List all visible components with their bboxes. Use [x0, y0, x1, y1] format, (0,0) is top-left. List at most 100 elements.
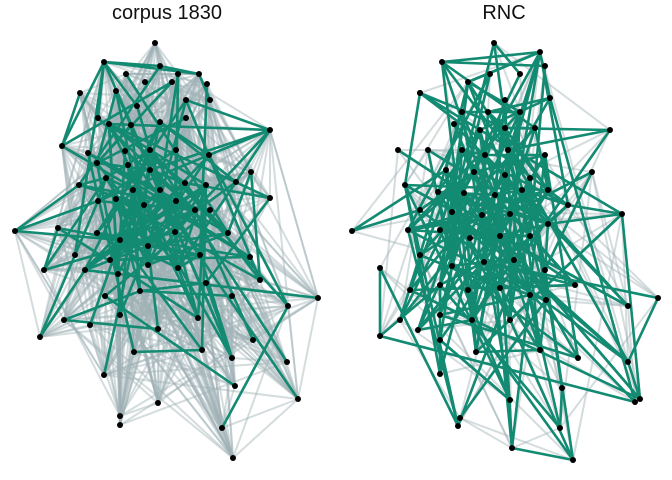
- right-strong-edge: [444, 168, 454, 268]
- left-node: [152, 40, 158, 46]
- right-node: [425, 147, 431, 153]
- right-node: [507, 317, 513, 323]
- left-weak-edge: [89, 324, 234, 459]
- left-node: [229, 293, 235, 299]
- right-node: [542, 152, 548, 158]
- right-node: [461, 190, 467, 196]
- right-node: [559, 385, 565, 391]
- right-strong-edge: [466, 50, 542, 84]
- left-weak-edge: [133, 351, 236, 387]
- right-node: [417, 90, 423, 96]
- left-node: [147, 167, 153, 173]
- left-weak-edge: [63, 319, 159, 404]
- left-weak-edge: [96, 73, 200, 164]
- left-strong-edge: [204, 196, 272, 285]
- right-node: [542, 63, 548, 69]
- right-node: [415, 327, 421, 333]
- left-weak-edge: [154, 42, 234, 459]
- left-weak-edge: [147, 264, 236, 387]
- left-node: [155, 400, 161, 406]
- right-node: [507, 211, 513, 217]
- left-weak-edge: [57, 184, 80, 229]
- right-node: [543, 297, 549, 303]
- right-strong-edge: [558, 386, 564, 430]
- right-node: [437, 227, 443, 233]
- left-weak-edge: [61, 145, 234, 459]
- right-node: [502, 97, 508, 103]
- right-strong-edge: [438, 283, 562, 430]
- left-weak-edge: [269, 129, 319, 299]
- left-strong-edge: [95, 80, 174, 165]
- right-node: [449, 209, 455, 215]
- left-weak-edge: [130, 124, 252, 173]
- left-weak-edge: [147, 264, 233, 297]
- left-strong-edge: [129, 123, 150, 267]
- left-node: [128, 122, 134, 128]
- left-node: [207, 207, 213, 213]
- left-weak-edge: [139, 290, 203, 351]
- left-node: [141, 202, 147, 208]
- left-weak-edge: [115, 81, 146, 92]
- left-strong-edge: [114, 89, 150, 248]
- left-weak-edge: [125, 73, 146, 83]
- left-node: [247, 254, 253, 260]
- right-strong-edge: [506, 128, 612, 152]
- left-node: [196, 71, 202, 77]
- left-strong-edge: [197, 72, 212, 102]
- right-node: [417, 252, 423, 258]
- left-node: [145, 262, 151, 268]
- left-strong-edge: [196, 183, 208, 320]
- left-weak-edge: [78, 184, 135, 353]
- right-node: [542, 267, 548, 273]
- left-strong-edge: [56, 226, 200, 320]
- left-node: [229, 355, 235, 361]
- right-strong-edge: [620, 212, 642, 401]
- right-node: [455, 423, 461, 429]
- right-weak-edge: [379, 149, 399, 337]
- left-strong-edge: [103, 294, 237, 388]
- left-node: [257, 277, 263, 283]
- left-weak-edge: [39, 61, 105, 338]
- left-weak-edge: [57, 227, 105, 376]
- left-node: [125, 162, 131, 168]
- left-weak-edge: [108, 105, 138, 125]
- left-node: [192, 207, 198, 213]
- left-weak-edge: [157, 181, 237, 404]
- left-node: [183, 97, 189, 103]
- right-node: [572, 282, 578, 288]
- right-strong-edge: [470, 318, 575, 462]
- right-strong-edge: [398, 72, 522, 322]
- right-node: [492, 192, 498, 198]
- left-strong-edge: [158, 120, 238, 184]
- left-weak-edge: [149, 73, 200, 151]
- left-weak-edge: [209, 99, 271, 199]
- right-node: [471, 169, 477, 175]
- left-strong-edge: [62, 289, 142, 322]
- left-node: [113, 196, 119, 202]
- right-weak-edge: [459, 417, 574, 461]
- right-strong-edge: [450, 210, 637, 404]
- right-node: [502, 172, 508, 178]
- left-weak-edge: [177, 267, 299, 400]
- left-strong-edge: [193, 128, 272, 212]
- right-strong-edge: [486, 96, 552, 114]
- left-node: [41, 267, 47, 273]
- left-weak-edge: [103, 317, 199, 376]
- left-node: [157, 63, 163, 69]
- right-strong-edge: [438, 338, 512, 402]
- right-strong-edge: [444, 168, 532, 297]
- right-node: [435, 189, 441, 195]
- right-strong-edge: [403, 183, 630, 308]
- right-node: [451, 121, 457, 127]
- right-node: [443, 167, 449, 173]
- left-weak-edge: [269, 129, 299, 400]
- right-node: [439, 59, 445, 65]
- right-weak-edge: [404, 149, 429, 186]
- left-weak-edge: [157, 181, 237, 404]
- left-node: [173, 147, 179, 153]
- right-strong-edge: [482, 50, 542, 264]
- right-node: [637, 396, 643, 402]
- right-strong-edge: [538, 50, 552, 100]
- left-node: [76, 182, 82, 188]
- left-node: [113, 88, 119, 94]
